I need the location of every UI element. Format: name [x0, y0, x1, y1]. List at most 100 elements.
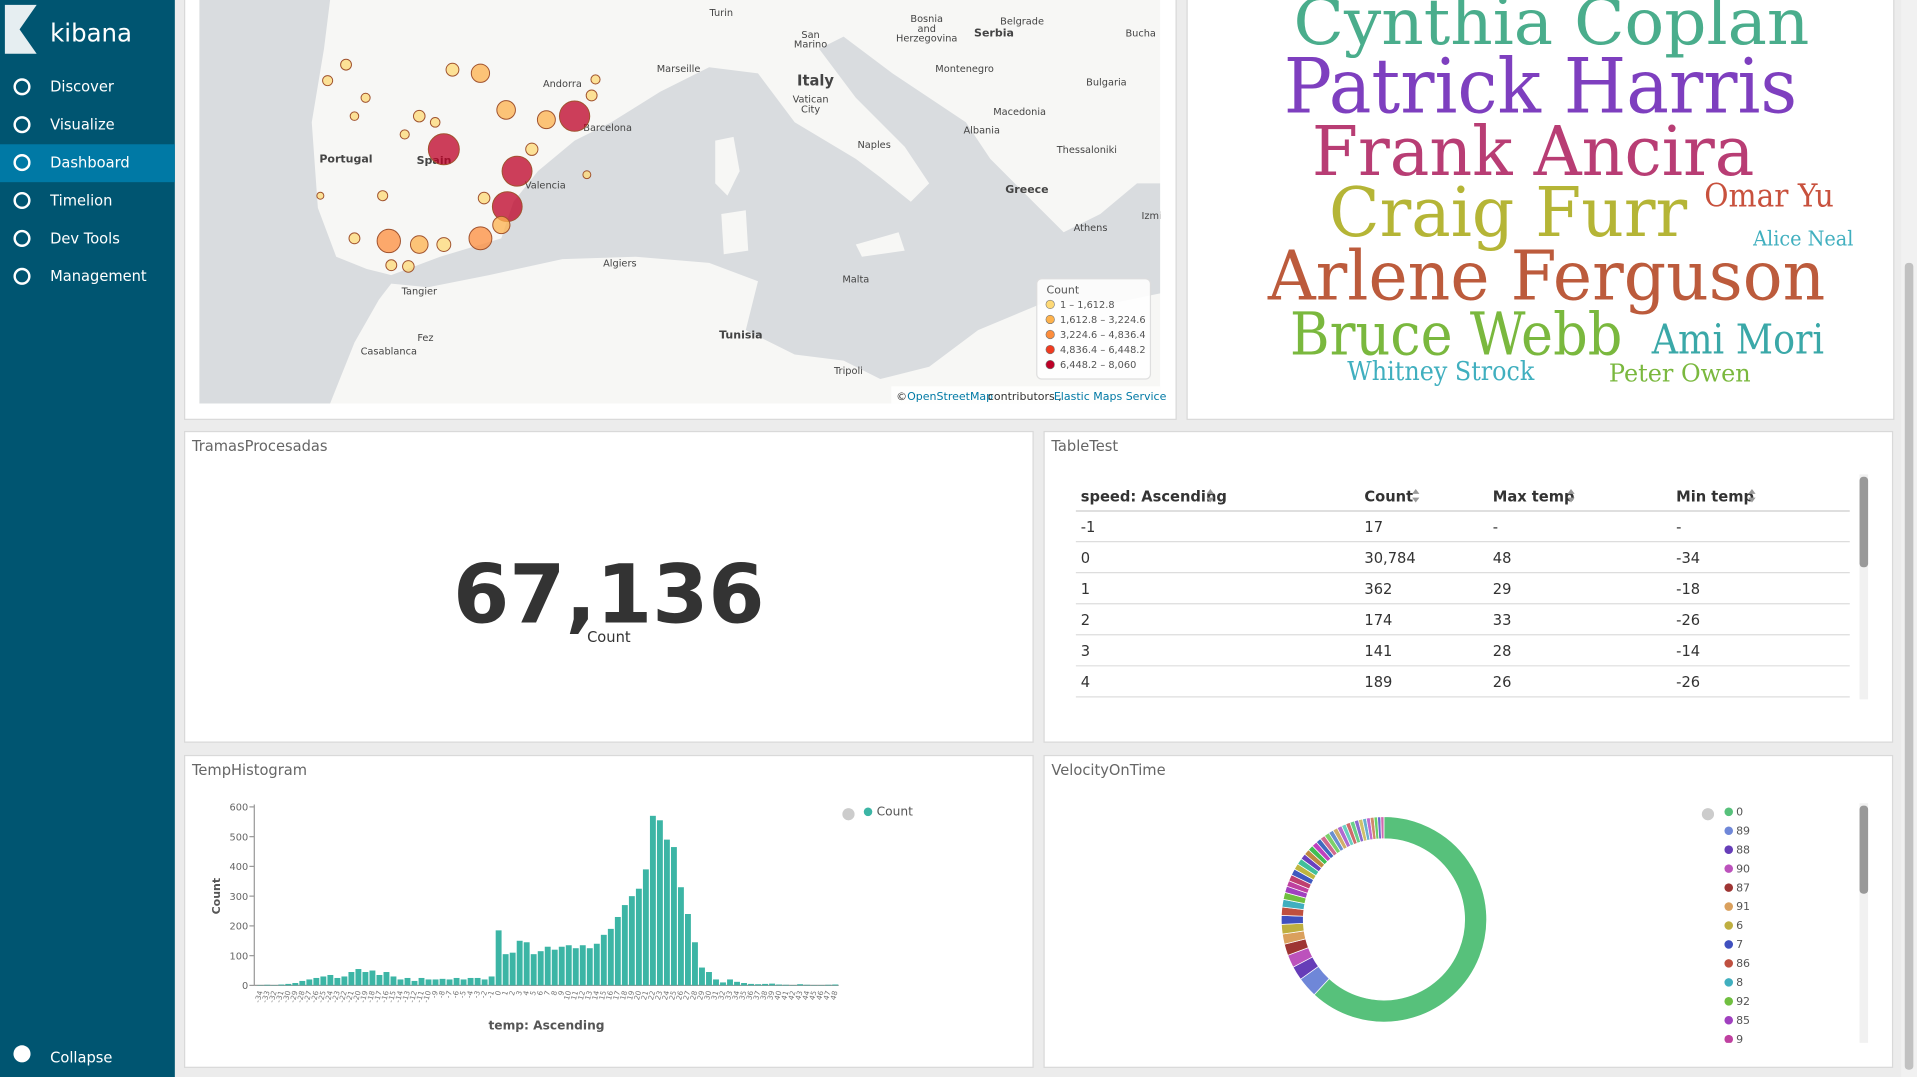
nav-item[interactable]: Visualize	[50, 117, 115, 134]
legend-label[interactable]: 0	[1736, 805, 1743, 818]
bar[interactable]	[355, 969, 362, 986]
legend-toggle[interactable]	[842, 808, 855, 821]
legend-swatch[interactable]	[1724, 902, 1734, 911]
bar[interactable]	[741, 983, 747, 986]
tag-word[interactable]: Craig Furr	[1329, 173, 1687, 253]
map-bubble[interactable]	[491, 191, 523, 223]
bar[interactable]	[706, 972, 712, 986]
map-bubble[interactable]	[470, 63, 491, 83]
map-bubble[interactable]	[385, 259, 398, 272]
tag-word[interactable]: Peter Owen	[1609, 358, 1751, 387]
map-bubble[interactable]	[536, 110, 556, 130]
bar[interactable]	[467, 977, 474, 986]
tag-word[interactable]: Cynthia Coplan	[1293, 0, 1809, 59]
legend-swatch[interactable]	[1724, 845, 1734, 854]
map-bubble[interactable]	[525, 142, 539, 156]
bar[interactable]	[495, 930, 502, 986]
bar[interactable]	[264, 984, 271, 986]
bar[interactable]	[713, 979, 719, 986]
bar[interactable]	[292, 983, 299, 986]
map-bubble[interactable]	[582, 170, 592, 180]
map-bubble[interactable]	[377, 190, 389, 202]
nav-item[interactable]: Timelion	[49, 192, 112, 209]
slice[interactable]	[1313, 816, 1487, 1023]
bar[interactable]	[348, 972, 355, 986]
attribution-link[interactable]: OpenStreetMap	[907, 390, 993, 403]
map-bubble[interactable]	[492, 215, 511, 235]
map-bubble[interactable]	[316, 191, 325, 200]
bar[interactable]	[488, 976, 495, 986]
tag-word[interactable]: Ami Mori	[1651, 314, 1824, 363]
bar[interactable]	[656, 820, 663, 986]
legend-label[interactable]: 7	[1736, 938, 1743, 951]
bar[interactable]	[670, 847, 677, 986]
bar[interactable]	[804, 984, 811, 986]
map-bubble[interactable]	[412, 109, 426, 123]
bar[interactable]	[621, 905, 628, 986]
bar[interactable]	[663, 839, 670, 986]
bar[interactable]	[699, 967, 705, 986]
map-bubble[interactable]	[429, 117, 441, 128]
bar[interactable]	[797, 984, 804, 986]
map-bubble[interactable]	[340, 58, 352, 71]
bar[interactable]	[825, 984, 832, 986]
legend-label[interactable]: Count	[877, 804, 913, 818]
sort-icon[interactable]	[1748, 489, 1756, 503]
legend-label[interactable]: 92	[1736, 995, 1750, 1008]
table-scrollbar-thumb[interactable]	[1859, 476, 1869, 568]
legend-swatch[interactable]	[1724, 959, 1734, 968]
bar[interactable]	[607, 928, 614, 986]
bar[interactable]	[720, 982, 726, 986]
bar[interactable]	[376, 974, 383, 986]
sort-icon[interactable]	[1206, 489, 1215, 503]
tag-word[interactable]: Alice Neal	[1752, 227, 1854, 251]
legend-swatch[interactable]	[1724, 1015, 1734, 1025]
map-bubble[interactable]	[436, 237, 452, 252]
legend-toggle[interactable]	[1701, 808, 1715, 821]
legend-label[interactable]: 6	[1736, 919, 1743, 932]
legend-swatch[interactable]	[1724, 978, 1734, 987]
nav-icon[interactable]	[13, 78, 31, 96]
bar[interactable]	[439, 978, 446, 986]
table-header[interactable]: speed: Ascending	[1081, 488, 1227, 505]
legend-label[interactable]: 86	[1736, 957, 1750, 970]
legend-swatch[interactable]	[1724, 864, 1734, 873]
nav-item[interactable]: Dev Tools	[50, 230, 120, 247]
collapse[interactable]: Collapse	[50, 1049, 112, 1066]
nav-item[interactable]: Discover	[50, 79, 115, 96]
map-bubble[interactable]	[427, 133, 460, 166]
map-bubble[interactable]	[349, 111, 360, 121]
bar[interactable]	[628, 896, 635, 986]
legend-label[interactable]: 9	[1736, 1033, 1743, 1046]
bar[interactable]	[677, 887, 684, 986]
bar[interactable]	[832, 984, 839, 986]
map-bubble[interactable]	[322, 75, 334, 87]
map-bubble[interactable]	[501, 155, 533, 187]
slice[interactable]	[1280, 914, 1304, 925]
bar[interactable]	[748, 983, 754, 986]
bar[interactable]	[776, 984, 783, 986]
map-bubble[interactable]	[360, 92, 371, 103]
bar[interactable]	[530, 954, 537, 986]
bar[interactable]	[649, 815, 656, 986]
bar[interactable]	[285, 983, 292, 986]
bar[interactable]	[755, 984, 762, 986]
bar[interactable]	[299, 980, 306, 986]
map-bubble[interactable]	[399, 129, 410, 140]
bar[interactable]	[320, 976, 327, 986]
bar[interactable]	[614, 916, 621, 986]
bar[interactable]	[727, 979, 733, 986]
legend-label[interactable]: 90	[1736, 862, 1750, 875]
nav-icon[interactable]	[13, 191, 31, 210]
legend-label[interactable]: 87	[1736, 881, 1750, 894]
map-bubble[interactable]	[477, 191, 491, 205]
bar[interactable]	[586, 948, 593, 986]
map-bubble[interactable]	[468, 226, 493, 251]
bar[interactable]	[642, 869, 649, 986]
legend-scrollbar[interactable]	[1859, 803, 1869, 1043]
bar[interactable]	[418, 977, 425, 986]
bar[interactable]	[460, 979, 467, 986]
bar[interactable]	[411, 980, 418, 986]
bar[interactable]	[446, 979, 453, 986]
